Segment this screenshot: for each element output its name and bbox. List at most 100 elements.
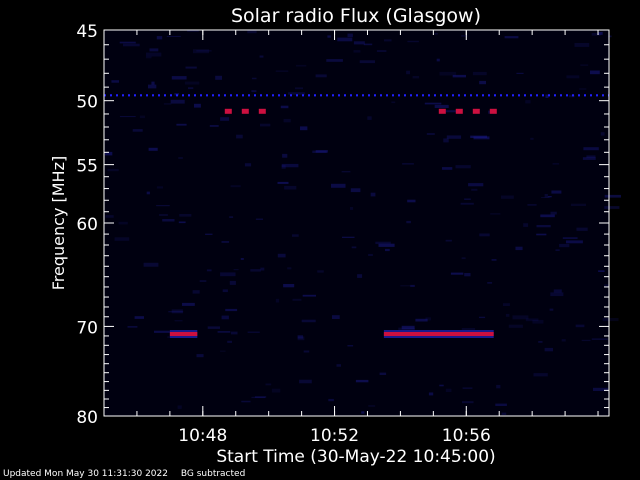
noise-speck: [462, 387, 473, 389]
noise-speck: [154, 330, 170, 333]
noise-speck: [491, 259, 497, 261]
noise-speck: [179, 214, 192, 217]
noise-speck: [496, 384, 501, 389]
noise-speck: [119, 116, 136, 118]
noise-speck: [139, 115, 145, 119]
noise-speck: [566, 240, 583, 244]
noise-speck: [359, 60, 375, 64]
noise-speck: [479, 233, 490, 237]
emission-features: [104, 94, 609, 338]
noise-speck: [566, 75, 580, 79]
noise-speck: [277, 253, 286, 258]
noise-speck: [552, 163, 560, 165]
y-tick-label: 70: [76, 318, 98, 338]
noise-speck: [206, 269, 212, 272]
x-tick-label: 10:52: [310, 426, 359, 446]
noise-speck: [445, 388, 452, 392]
y-axis: 45 50 55 60 70 80: [76, 22, 609, 428]
noise-speck: [532, 319, 544, 324]
noise-speck: [350, 207, 354, 210]
noise-speck: [470, 135, 487, 138]
noise-speck: [230, 185, 241, 188]
noise-speck: [353, 50, 361, 53]
noise-speck: [602, 318, 619, 322]
noise-speck: [284, 185, 297, 190]
noise-speck: [505, 313, 510, 317]
noise-speck: [177, 405, 182, 409]
noise-speck: [598, 270, 605, 272]
noise-speck: [178, 221, 186, 224]
noise-speck: [347, 345, 354, 347]
noise-speck: [376, 50, 387, 52]
noise-speck: [479, 316, 486, 319]
noise-speck: [533, 373, 548, 377]
noise-speck: [351, 246, 357, 249]
noise-speck: [479, 80, 486, 85]
y-tick-label: 55: [76, 157, 98, 177]
updated-timestamp: Updated Mon May 30 11:31:30 2022: [3, 469, 168, 479]
noise-speck: [367, 116, 372, 120]
noise-speck: [250, 269, 261, 272]
noise-speck: [281, 163, 299, 168]
noise-speck: [123, 43, 140, 47]
noise-speck: [163, 103, 172, 105]
noise-speck: [283, 118, 291, 123]
noise-speck: [229, 216, 234, 218]
noise-speck: [561, 339, 566, 342]
noise-speck: [251, 396, 266, 399]
noise-speck: [194, 103, 201, 108]
noise-speck: [398, 327, 415, 332]
noise-texture: [104, 30, 621, 415]
noise-speck: [591, 338, 608, 340]
noise-speck: [299, 379, 312, 384]
noise-speck: [315, 74, 327, 78]
noise-speck: [207, 326, 220, 329]
noise-speck: [104, 151, 113, 156]
x-tick-label: 10:48: [178, 426, 227, 446]
noise-speck: [151, 81, 155, 85]
noise-speck: [171, 76, 187, 80]
noise-speck: [255, 218, 263, 220]
noise-speck: [162, 219, 175, 222]
noise-speck: [559, 243, 570, 248]
noise-speck: [168, 311, 184, 313]
dash-segment: [224, 108, 232, 114]
noise-speck: [516, 72, 524, 74]
noise-speck: [146, 191, 150, 195]
noise-speck: [347, 33, 353, 38]
noise-speck: [105, 215, 114, 218]
y-tick-label: 80: [76, 408, 98, 428]
noise-speck: [581, 339, 591, 342]
noise-speck: [424, 102, 442, 105]
noise-speck: [530, 137, 534, 140]
noise-speck: [296, 64, 307, 67]
noise-speck: [259, 55, 264, 58]
noise-speck: [384, 39, 392, 42]
noise-speck: [406, 220, 411, 224]
noise-speck: [295, 87, 303, 90]
noise-speck: [490, 213, 501, 215]
noise-speck: [455, 165, 471, 169]
noise-speck: [604, 206, 620, 209]
noise-speck: [171, 309, 183, 314]
noise-speck: [145, 56, 152, 59]
noise-speck: [434, 33, 438, 35]
noise-speck: [441, 110, 458, 113]
noise-speck: [412, 76, 420, 79]
dash-segment: [455, 108, 463, 114]
noise-speck: [406, 70, 410, 75]
noise-speck: [525, 318, 539, 322]
noise-speck: [282, 153, 288, 158]
noise-speck: [209, 125, 219, 127]
feature-band-71MHz-a: [169, 330, 198, 338]
noise-speck: [148, 147, 158, 151]
noise-speck: [415, 318, 428, 322]
x-axis-label: Start Time (30-May-22 10:45:00): [216, 447, 495, 467]
noise-speck: [220, 350, 226, 352]
noise-speck: [244, 163, 252, 167]
noise-speck: [220, 272, 236, 277]
noise-speck: [302, 294, 316, 297]
noise-speck: [260, 123, 271, 127]
noise-speck: [473, 136, 490, 140]
noise-speck: [461, 35, 468, 37]
